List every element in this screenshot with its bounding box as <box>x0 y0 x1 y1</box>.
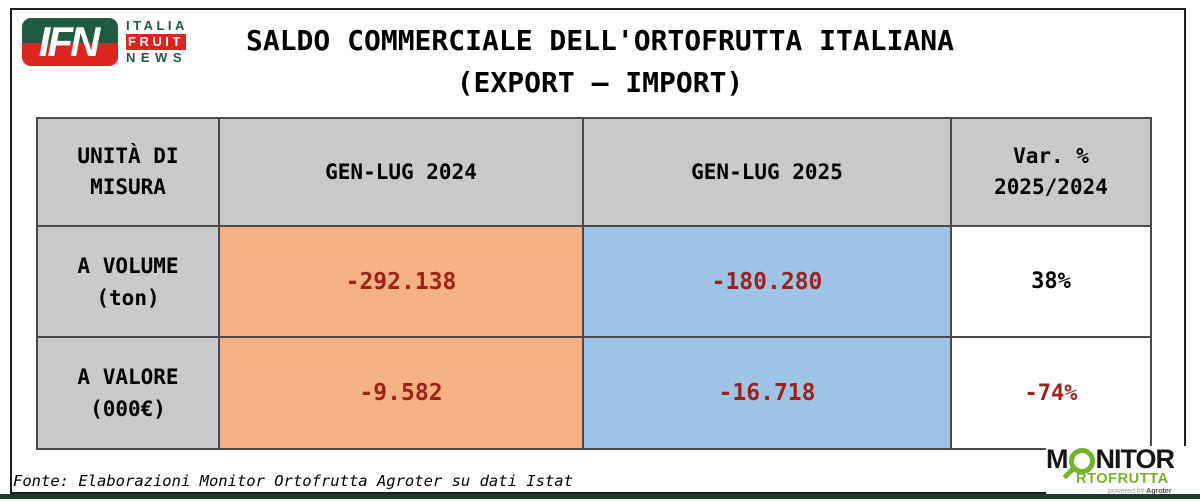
powered-by-label: powered by Agroter <box>1108 487 1196 496</box>
cell-value-2025: -16.718 <box>583 337 951 449</box>
monitor-m-label: M <box>1046 444 1068 474</box>
title-line-1: SALDO COMMERCIALE DELL'ORTOFRUTTA ITALIA… <box>245 24 954 57</box>
row-volume-label: A VOLUME (ton) <box>37 226 219 337</box>
col-header-unit: UNITÀ DI MISURA <box>37 118 219 226</box>
ifn-fruit-label: FRUIT <box>126 34 186 50</box>
cell-value-2024: -9.582 <box>219 337 583 449</box>
outer-frame <box>10 8 1186 494</box>
cell-volume-2025: -180.280 <box>583 226 951 337</box>
cell-volume-variation: 38% <box>951 226 1151 337</box>
powered-by-prefix: powered by <box>1108 488 1147 495</box>
ifn-badge-icon: IFN <box>22 18 118 66</box>
ifn-logo: IFN ITALIA FRUIT NEWS <box>22 18 188 66</box>
magnifier-icon <box>1068 448 1095 474</box>
page-title: SALDO COMMERCIALE DELL'ORTOFRUTTA ITALIA… <box>0 20 1200 104</box>
ifn-wordmark: ITALIA FRUIT NEWS <box>126 18 188 66</box>
monitor-nitor-label: NITOR <box>1095 444 1176 474</box>
title-line-2: (EXPORT – IMPORT) <box>456 66 744 99</box>
ortofrutta-label: RTOFRUTTA <box>1076 471 1169 487</box>
ifn-italia-label: ITALIA <box>126 18 188 33</box>
monitor-ortofrutta-logo: M NITOR RTOFRUTTA powered by Agroter <box>1046 446 1196 496</box>
cell-value-variation: -74% <box>951 337 1151 449</box>
ifn-news-label: NEWS <box>126 50 187 65</box>
powered-by-brand: Agroter <box>1146 488 1172 495</box>
col-header-variation: Var. % 2025/2024 <box>951 118 1151 226</box>
bottom-accent-bar <box>0 494 1200 499</box>
row-value-label: A VALORE (000€) <box>37 337 219 449</box>
cell-volume-2024: -292.138 <box>219 226 583 337</box>
source-note: Fonte: Elaborazioni Monitor Ortofrutta A… <box>13 472 573 490</box>
trade-balance-table: UNITÀ DI MISURA GEN-LUG 2024 GEN-LUG 202… <box>36 117 1152 450</box>
monitor-wordmark: M NITOR <box>1046 444 1196 474</box>
col-header-2024: GEN-LUG 2024 <box>219 118 583 226</box>
col-header-2025: GEN-LUG 2025 <box>583 118 951 226</box>
